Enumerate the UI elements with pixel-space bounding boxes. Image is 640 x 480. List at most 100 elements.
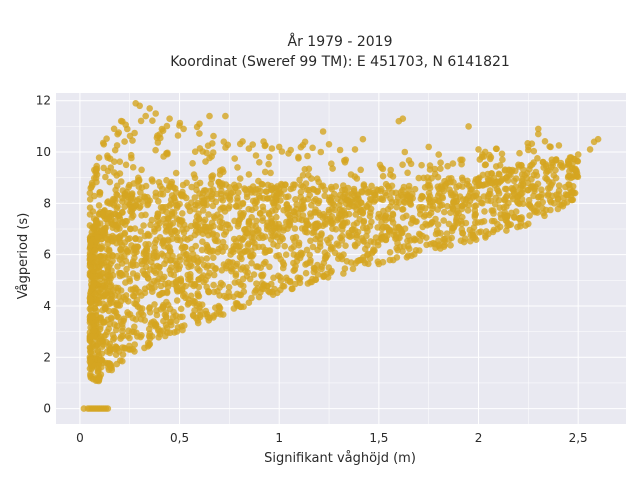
scatter-point-1989 <box>210 312 218 319</box>
scatter-point-2597 <box>292 280 299 288</box>
scatter-point-813 <box>152 269 159 277</box>
scatter-point-1956 <box>338 237 346 244</box>
scatter-point-2244 <box>155 179 163 186</box>
scatter-point-477 <box>110 125 118 133</box>
scatter-point-2305 <box>133 274 141 282</box>
scatter-point-2538 <box>91 247 99 254</box>
scatter-point-2092 <box>286 221 294 228</box>
scatter-point-2485 <box>86 211 94 218</box>
scatter-point-1607 <box>253 217 260 225</box>
scatter-point-1806 <box>196 267 203 274</box>
scatter-point-1804 <box>152 193 159 200</box>
scatter-point-1390 <box>361 245 369 253</box>
scatter-point-2515 <box>455 210 462 217</box>
scatter-point-2048 <box>483 180 491 188</box>
scatter-point-2572 <box>216 284 223 291</box>
scatter-outlier-point-2635 <box>425 143 433 151</box>
scatter-point-1648 <box>321 249 329 256</box>
scatter-point-585 <box>116 170 124 177</box>
scatter-point-2480 <box>368 182 375 190</box>
scatter-point-1772 <box>137 189 144 196</box>
scatter-point-1946 <box>218 182 226 189</box>
scatter-point-1096 <box>217 311 224 318</box>
scatter-point-2510 <box>490 210 497 217</box>
scatter-point-310 <box>302 269 310 277</box>
scatter-point-2016 <box>150 252 158 259</box>
scatter-point-1937 <box>248 253 256 260</box>
scatter-point-1674 <box>131 225 139 232</box>
scatter-point-2267 <box>168 256 175 264</box>
scatter-point-2585 <box>510 187 517 194</box>
scatter-outlier-point-2608 <box>515 161 522 169</box>
scatter-point-2165 <box>210 254 217 261</box>
scatter-point-2563 <box>223 262 230 270</box>
scatter-outlier-point-2619 <box>255 159 263 166</box>
scatter-point-1389 <box>173 262 180 269</box>
scatter-point-2255 <box>164 244 172 251</box>
scatter-point-1474 <box>487 197 495 205</box>
scatter-point-1837 <box>163 208 170 216</box>
scatter-point-1099 <box>332 226 340 233</box>
scatter-point-2494 <box>353 201 361 208</box>
scatter-point-667 <box>496 171 503 178</box>
scatter-point-2559 <box>97 275 104 283</box>
scatter-point-2128 <box>125 327 132 335</box>
scatter-point-1848 <box>282 251 290 258</box>
scatter-point-2434 <box>385 214 393 222</box>
scatter-point-2389 <box>359 210 367 217</box>
scatter-point-1334 <box>180 229 188 236</box>
scatter-point-2409 <box>425 178 432 185</box>
scatter-point-2590 <box>413 218 420 225</box>
scatter-point-2406 <box>405 157 413 164</box>
scatter-point-2566 <box>140 248 148 256</box>
scatter-point-1631 <box>106 178 114 186</box>
scatter-point-1589 <box>137 228 145 235</box>
scatter-point-2576 <box>472 219 479 227</box>
scatter-point-1327 <box>196 145 204 152</box>
scatter-point-1792 <box>135 183 143 190</box>
scatter-point-933 <box>135 310 143 318</box>
scatter-point-2533 <box>247 186 255 194</box>
scatter-point-1456 <box>162 313 170 321</box>
scatter-point-2531 <box>223 221 230 228</box>
scatter-points <box>80 100 602 412</box>
scatter-outlier-point-2621 <box>206 112 213 120</box>
scatter-point-1910 <box>103 263 111 271</box>
scatter-point-2349 <box>249 222 256 229</box>
scatter-point-1369 <box>421 184 429 191</box>
scatter-point-2454 <box>280 206 288 214</box>
scatter-point-1995 <box>100 318 108 326</box>
scatter-point-36 <box>231 155 238 162</box>
scatter-point-2227 <box>121 229 129 237</box>
scatter-point-2487 <box>170 209 178 216</box>
scatter-point-1462 <box>510 177 518 185</box>
scatter-point-2246 <box>406 200 414 207</box>
scatter-point-2588 <box>144 230 152 238</box>
scatter-point-1940 <box>427 220 434 228</box>
scatter-point-2108 <box>318 183 325 190</box>
scatter-point-705 <box>259 203 267 210</box>
scatter-point-2137 <box>279 259 287 266</box>
scatter-point-2078 <box>181 243 189 251</box>
scatter-point-2470 <box>109 238 117 245</box>
scatter-point-1570 <box>268 145 276 152</box>
scatter-point-570 <box>295 155 302 162</box>
scatter-point-2565 <box>125 311 132 319</box>
scatter-point-1308 <box>107 299 115 307</box>
scatter-point-2138 <box>450 179 457 186</box>
scatter-point-2044 <box>313 175 321 182</box>
scatter-point-1897 <box>481 161 489 169</box>
scatter-point-2540 <box>178 218 185 225</box>
scatter-point-1893 <box>394 246 402 254</box>
scatter-point-2249 <box>459 156 466 164</box>
scatter-point-2594 <box>87 348 94 355</box>
scatter-point-1574 <box>189 160 196 167</box>
scatter-point-2027 <box>170 308 177 316</box>
scatter-outlier-point-2610 <box>465 123 472 130</box>
scatter-point-2514 <box>131 129 138 137</box>
scatter-point-2337 <box>100 210 107 217</box>
scatter-point-1215 <box>151 301 158 308</box>
scatter-point-2537 <box>566 181 573 188</box>
scatter-point-1617 <box>265 287 272 295</box>
scatter-point-1498 <box>109 272 117 279</box>
